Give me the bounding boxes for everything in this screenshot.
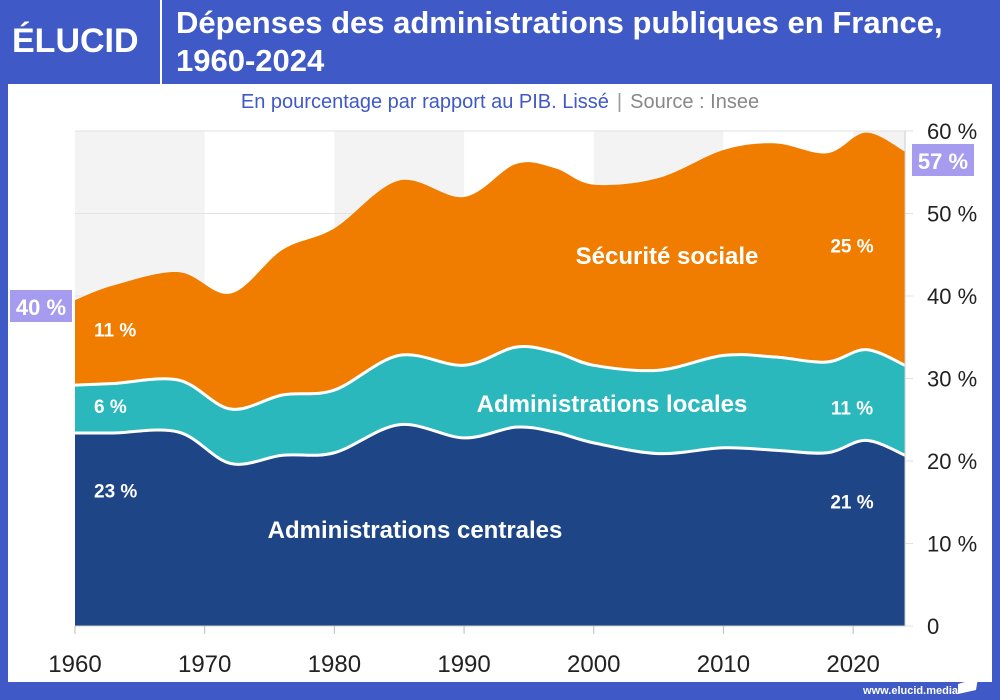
y-tick-label: 50 %	[927, 202, 977, 227]
total-end-label: 57 %	[918, 149, 968, 174]
start-value-label: 11 %	[94, 321, 136, 342]
y-tick-label: 10 %	[927, 532, 977, 557]
y-tick-label: 40 %	[927, 284, 977, 309]
series-label: Sécurité sociale	[576, 243, 759, 270]
start-value-label: 6 %	[94, 397, 127, 418]
area-central	[75, 424, 905, 626]
series-label: Administrations locales	[477, 391, 748, 418]
subtitle-line: En pourcentage par rapport au PIB. Lissé…	[240, 91, 760, 113]
y-tick-label: 60 %	[927, 119, 977, 144]
x-tick-label: 1990	[437, 651, 490, 678]
x-tick-label: 1970	[178, 651, 231, 678]
source: Source : Insee	[630, 91, 760, 113]
x-tick-label: 1960	[48, 651, 101, 678]
x-tick-label: 2020	[826, 651, 879, 678]
y-tick-label: 30 %	[927, 367, 977, 392]
header-divider	[160, 0, 162, 84]
area-local	[75, 346, 905, 465]
end-value-label: 21 %	[830, 493, 873, 514]
x-tick-label: 2000	[567, 651, 620, 678]
series-label: Administrations centrales	[268, 517, 563, 544]
end-value-label: 11 %	[831, 398, 873, 419]
total-end-badge	[912, 144, 974, 176]
x-tick-label: 2010	[697, 651, 750, 678]
footer-url: www.elucid.media	[863, 685, 958, 697]
x-tick-label: 1980	[308, 651, 361, 678]
y-tick-label: 20 %	[927, 449, 977, 474]
y-tick-label: 0	[927, 614, 939, 639]
subtitle: En pourcentage par rapport au PIB. Lissé	[240, 91, 609, 113]
series-boundary-line	[74, 345, 906, 411]
total-start-badge	[10, 290, 72, 322]
series-boundary-line	[74, 422, 906, 466]
area-social	[75, 132, 905, 410]
logo: ÉLUCID	[12, 22, 139, 60]
chart-title: Dépenses des administrations publiques e…	[176, 5, 943, 78]
end-value-label: 25 %	[830, 236, 873, 257]
total-start-label: 40 %	[16, 295, 66, 320]
start-value-label: 23 %	[94, 481, 137, 502]
